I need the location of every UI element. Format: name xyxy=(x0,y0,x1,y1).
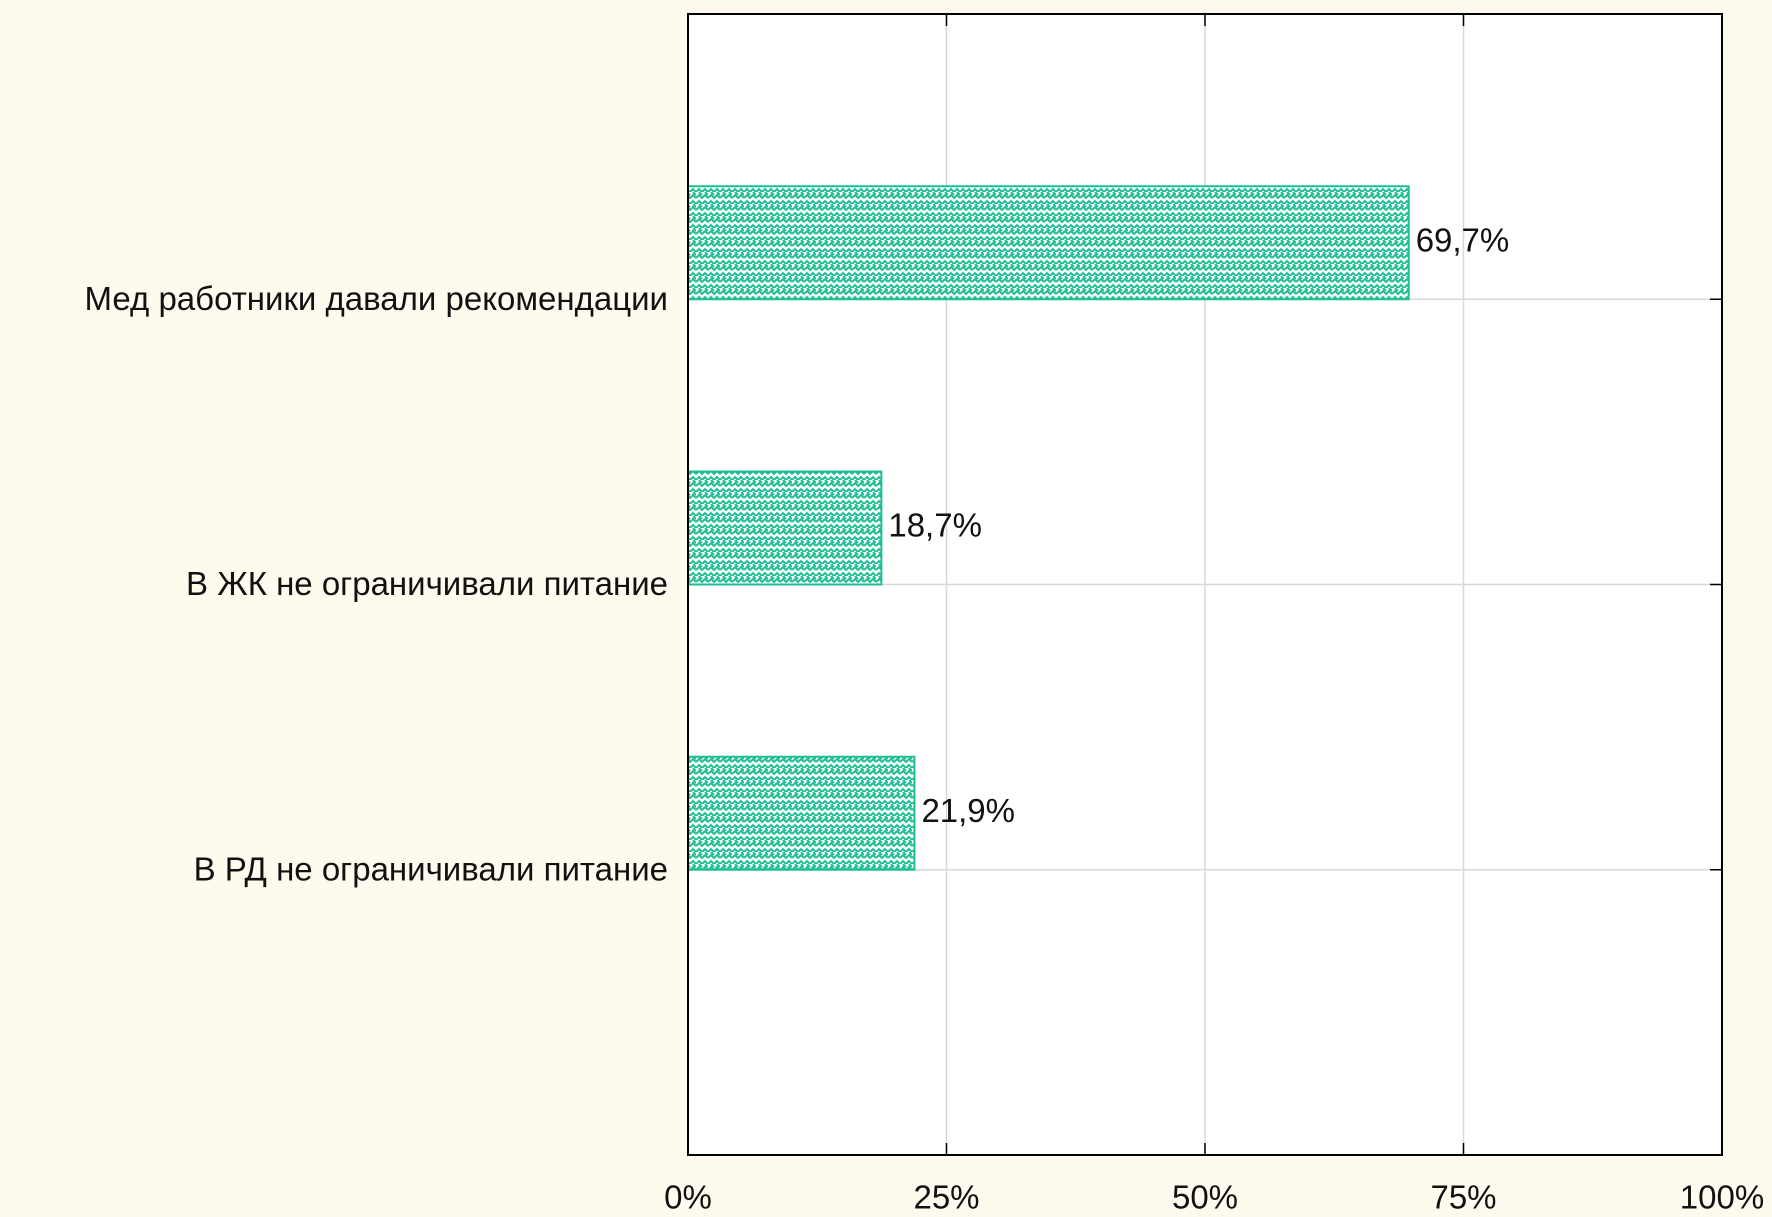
y-tick-label: В РД не ограничивали питание xyxy=(194,850,668,887)
value-label: 18,7% xyxy=(888,507,982,544)
bar xyxy=(687,470,883,586)
value-label: 21,9% xyxy=(921,792,1015,829)
y-tick-label: Мед работники давали рекомендации xyxy=(85,280,668,317)
x-tick-label: 100% xyxy=(1680,1179,1764,1216)
x-tick-label: 75% xyxy=(1430,1179,1496,1216)
bar xyxy=(687,185,1410,301)
plot-frame xyxy=(687,13,1723,1156)
x-tick-label: 25% xyxy=(913,1179,979,1216)
x-tick-label: 50% xyxy=(1172,1179,1238,1216)
y-tick-label: В ЖК не ограничивали питание xyxy=(186,565,668,602)
value-label: 69,7% xyxy=(1416,221,1510,258)
x-tick-label: 0% xyxy=(664,1179,712,1216)
bar xyxy=(687,755,916,871)
